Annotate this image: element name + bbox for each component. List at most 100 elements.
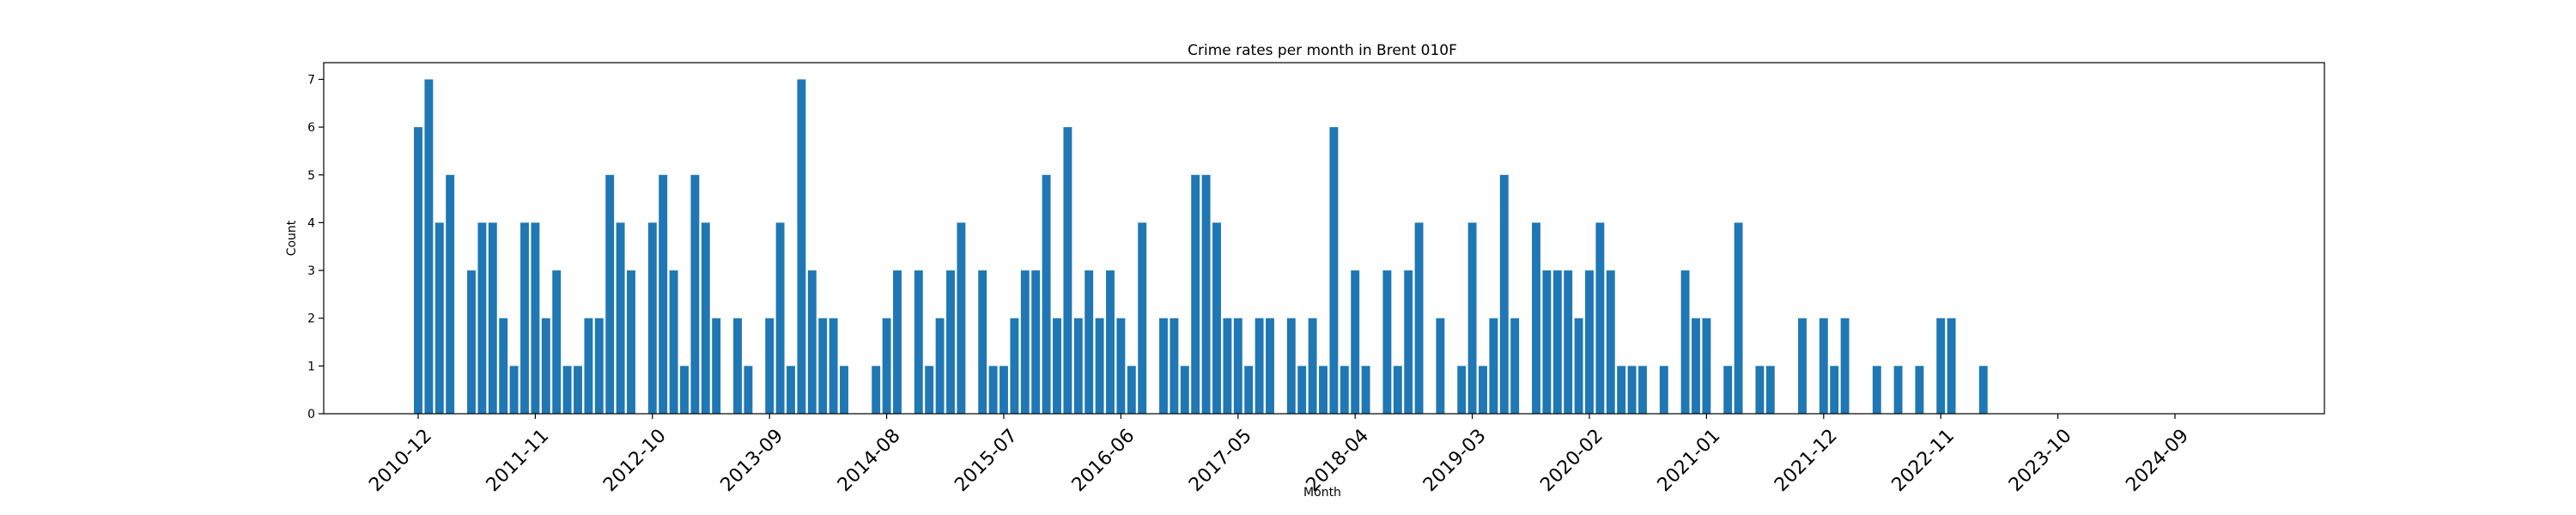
bar-2012-03 [574,366,582,414]
y-tick-label: 5 [307,169,315,183]
bar-2013-03 [701,222,710,414]
bar-2018-12 [1436,318,1445,414]
bar-2013-01 [680,366,689,414]
bar-2019-05 [1489,318,1498,414]
x-tick-label: 2012-10 [599,425,671,496]
bar-2014-04 [840,366,848,414]
bar-2015-11 [1042,174,1051,414]
bar-2018-04 [1351,270,1360,414]
bar-2013-04 [712,318,721,414]
bar-2012-07 [616,222,625,414]
bar-2022-05 [1872,366,1881,414]
bar-2016-04 [1095,318,1104,414]
bar-2011-05 [467,270,476,414]
bar-2011-02 [434,222,444,414]
bar-2014-07 [872,366,881,414]
bar-2016-02 [1073,318,1083,414]
x-tick-label: 2015-07 [951,425,1022,496]
y-tick-label: 3 [307,264,315,278]
bar-2018-08 [1393,366,1402,414]
x-tick-label: 2023-10 [2005,425,2076,496]
bar-2017-05 [1233,318,1242,414]
bar-2021-01 [1702,318,1711,414]
bar-2019-04 [1479,366,1487,414]
bar-2019-12 [1564,270,1573,414]
bar-2014-08 [882,318,891,414]
bar-2017-02 [1201,174,1211,414]
bar-2017-07 [1255,318,1264,414]
bar-2012-08 [627,270,635,414]
bar-2017-10 [1286,318,1296,414]
bar-2011-07 [488,222,497,414]
y-axis-label: Count [285,220,299,256]
bar-2011-06 [477,222,487,414]
bar-2011-09 [509,366,519,414]
x-tick-label: 2016-06 [1068,425,1139,496]
bar-2020-07 [1638,366,1647,414]
bar-2017-06 [1244,366,1254,414]
bar-2019-06 [1499,174,1509,414]
bar-2019-11 [1552,270,1562,414]
bar-2013-12 [797,79,806,414]
bar-2016-07 [1127,366,1136,414]
bar-2011-12 [541,318,550,414]
bar-2013-07 [744,366,753,414]
x-tick-label: 2011-11 [483,425,554,496]
bar-2019-10 [1542,270,1552,414]
x-tick-label: 2021-12 [1771,425,1842,496]
bar-2015-07 [999,366,1008,414]
bar-2018-03 [1340,366,1349,414]
bar-2015-06 [988,366,998,414]
bar-2015-08 [1010,318,1019,414]
bar-2020-09 [1659,366,1668,414]
bar-2021-10 [1798,318,1807,414]
x-tick-label: 2019-03 [1419,425,1491,496]
x-tick-label: 2010-12 [365,425,436,496]
bar-2022-02 [1840,318,1850,414]
x-tick-label: 2014-08 [834,425,905,496]
bar-2015-10 [1031,270,1041,414]
bar-2012-01 [552,270,562,414]
bar-2014-12 [925,366,934,414]
bar-2015-05 [978,270,987,414]
bar-2015-03 [957,222,966,414]
bar-2020-04 [1606,270,1615,414]
bar-2020-05 [1617,366,1626,414]
bar-2013-06 [733,318,742,414]
bar-2017-03 [1212,222,1221,414]
bar-2013-10 [775,222,785,414]
x-axis-label: Month [1303,486,1341,500]
bar-2011-11 [531,222,540,414]
bar-2016-11 [1170,318,1179,414]
bar-2015-09 [1020,270,1030,414]
y-tick-label: 0 [307,408,315,421]
bar-2014-01 [807,270,817,414]
bar-2021-12 [1819,318,1828,414]
x-axis: 2010-12 2011-11 2012-10 2013-09 2014-08 2015-… [365,414,2193,496]
bar-2020-11 [1680,270,1690,414]
bar-2016-01 [1063,127,1072,414]
bar-2011-10 [520,222,529,414]
bar-2011-01 [424,79,434,414]
bar-2014-02 [818,318,828,414]
bar-2021-04 [1734,222,1743,414]
bar-2016-10 [1159,318,1168,414]
bar-2020-03 [1595,222,1605,414]
bar-2017-12 [1308,318,1317,414]
x-tick-label: 2021-01 [1654,425,1725,496]
chart-title: Crime rates per month in Brent 010F [1188,42,1457,59]
bar-2017-01 [1191,174,1200,414]
bar-2014-11 [914,270,923,414]
bar-2012-02 [562,366,572,414]
bar-2011-03 [446,174,455,414]
bar-2013-02 [690,174,700,414]
bar-2017-04 [1223,318,1232,414]
bar-2020-01 [1574,318,1583,414]
bar-2022-09 [1915,366,1924,414]
bar-2022-11 [1936,318,1946,414]
x-tick-label: 2013-09 [717,425,788,496]
bar-2014-09 [893,270,902,414]
bar-2017-08 [1266,318,1274,414]
bar-2019-03 [1467,222,1477,414]
